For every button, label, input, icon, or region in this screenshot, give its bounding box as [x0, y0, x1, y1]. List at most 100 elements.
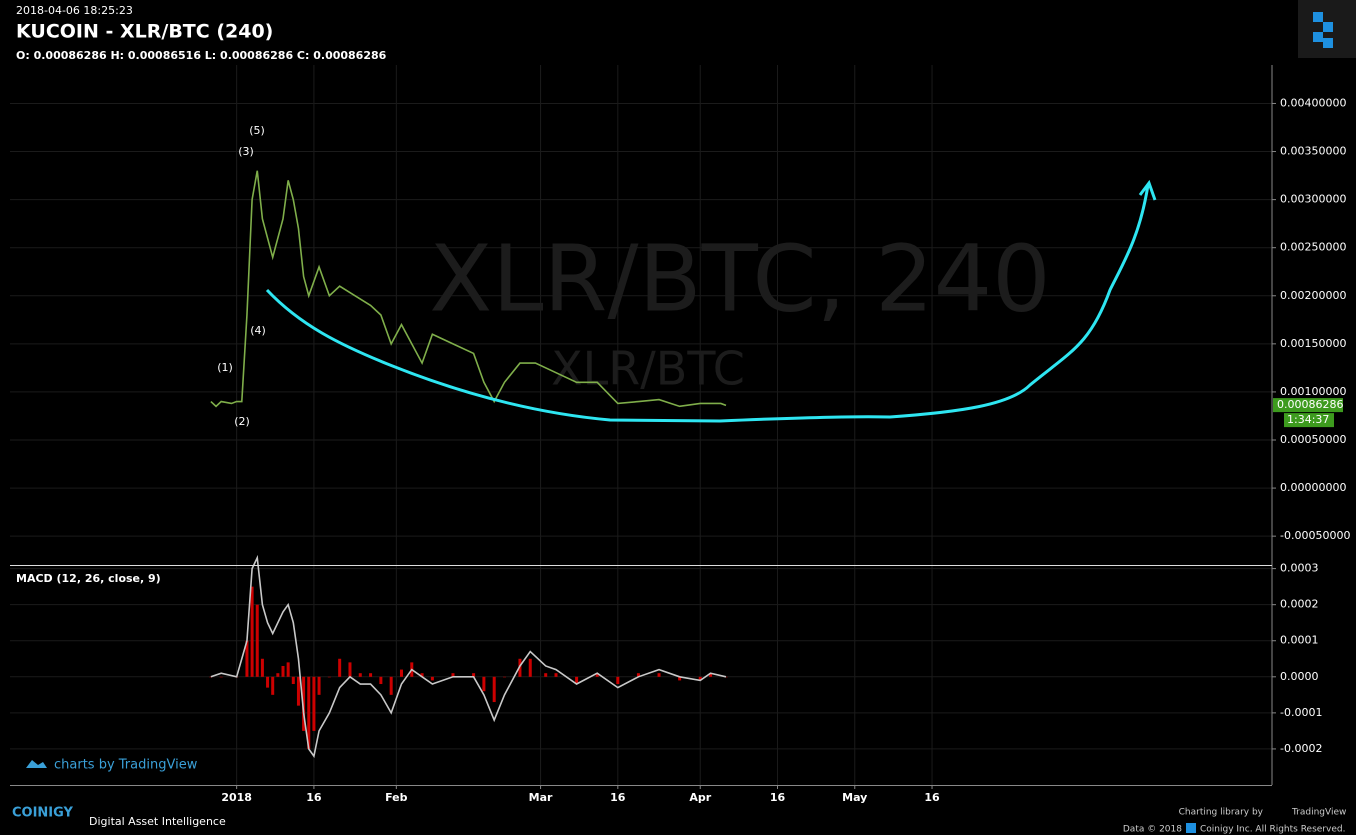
histogram-bar [327, 676, 331, 678]
x-tick-label: 16 [770, 791, 786, 804]
x-tick-label: Feb [385, 791, 408, 804]
y-tick-label: -0.00050000 [1280, 529, 1350, 542]
brand: COINIGY [12, 806, 74, 821]
histogram-bar [482, 676, 486, 692]
histogram-bar [209, 676, 213, 678]
x-tick-label: Mar [529, 791, 553, 804]
histogram-bar [389, 676, 393, 695]
histogram-bar [369, 673, 373, 677]
histogram-bar [219, 676, 223, 678]
histogram-bar [348, 662, 352, 677]
histogram-bar [296, 676, 300, 706]
histogram-bar [250, 586, 254, 677]
histogram-bar [430, 676, 434, 681]
last-price-label: 0.00086286 [1277, 398, 1343, 411]
wave-label: (3) [238, 145, 254, 158]
histogram-bar [724, 676, 728, 678]
tv-icon [26, 760, 47, 768]
histogram-bar [451, 673, 455, 677]
y-tick-label: 0.00300000 [1280, 193, 1346, 206]
y-tick-label: 0.00350000 [1280, 145, 1346, 158]
y-tick-label: 0.0002 [1280, 598, 1319, 611]
timestamp: 2018-04-06 18:25:23 [16, 4, 133, 17]
grid [10, 65, 1272, 785]
y-tick-label: 0.0001 [1280, 634, 1319, 647]
logo-block [1323, 38, 1333, 48]
macd-title: MACD (12, 26, close, 9) [16, 572, 161, 585]
histogram-bar [502, 676, 506, 678]
x-tick-label: 16 [306, 791, 322, 804]
histogram-bar [678, 676, 682, 681]
histogram-bar [291, 676, 295, 685]
y-tick-label: 0.00100000 [1280, 385, 1346, 398]
histogram-bar [302, 676, 306, 731]
y-tick-label: 0.00200000 [1280, 289, 1346, 302]
x-tick-label: May [842, 791, 867, 804]
y-tick-label: 0.0003 [1280, 562, 1319, 575]
charting-name[interactable]: TradingView [1291, 808, 1346, 818]
countdown-box [1284, 413, 1334, 428]
histogram-bar [379, 676, 383, 685]
marks [209, 170, 728, 759]
tradingview-badge[interactable]: charts by TradingView [54, 758, 198, 773]
histogram-bar [312, 676, 316, 731]
x-tick-label: 2018 [221, 791, 252, 804]
watermark-small: XLR/BTC [551, 342, 745, 396]
histogram-bar [338, 658, 342, 677]
rights: Coinigy Inc. All Rights Reserved. [1200, 825, 1345, 835]
x-tick-label: 16 [610, 791, 626, 804]
y-tick-label: 0.00000000 [1280, 481, 1346, 494]
price-line [210, 170, 727, 408]
x-tick-label: 16 [924, 791, 940, 804]
histogram-bar [616, 676, 620, 685]
countdown: 1:34:37 [1287, 413, 1329, 426]
histogram-bar [266, 676, 270, 688]
histogram-bar [307, 676, 311, 749]
y-tick-label: -0.0002 [1280, 742, 1322, 755]
macd-line [210, 554, 727, 759]
histogram-bar [636, 673, 640, 677]
tagline: Digital Asset Intelligence [89, 815, 226, 828]
watermark: XLR/BTC, 240 [429, 225, 1050, 332]
histogram-bar [709, 673, 713, 677]
histogram-bar [281, 665, 285, 677]
histogram-bar [420, 673, 424, 677]
y-tick-label: 0.0000 [1280, 670, 1319, 683]
histogram-bar [544, 673, 548, 677]
histogram-bar [698, 676, 702, 681]
histogram-bar [317, 676, 321, 695]
histogram-bar [528, 658, 532, 677]
histogram-bar [472, 673, 476, 677]
wave-label: (1) [217, 361, 233, 374]
logo-block [1313, 32, 1323, 42]
histogram-bar [255, 604, 259, 677]
histogram-bar [245, 640, 249, 677]
y-tick-label: 0.00150000 [1280, 337, 1346, 350]
logo-block [1323, 22, 1333, 32]
title: KUCOIN - XLR/BTC (240) [16, 21, 273, 43]
last-price-box [1273, 398, 1343, 413]
histogram-bar [575, 676, 579, 685]
logo-block [1313, 12, 1323, 22]
wave-label: (4) [250, 324, 266, 337]
y-tick-label: 0.00400000 [1280, 96, 1346, 109]
histogram-bar [595, 673, 599, 677]
histogram-bar [492, 676, 496, 703]
histogram-bar [399, 669, 403, 677]
histogram-bar [518, 658, 522, 677]
histogram-bar [260, 658, 264, 677]
y-tick-label: 0.00250000 [1280, 241, 1346, 254]
histogram-bar [358, 673, 362, 677]
histogram-bar [276, 673, 280, 677]
histogram-bar [554, 673, 558, 677]
drawn-curve [265, 179, 1157, 423]
x-tick-label: Apr [689, 791, 711, 804]
histogram-bar [657, 673, 661, 677]
charting-by: Charting library by [1179, 808, 1264, 818]
wave-label: (2) [234, 415, 250, 428]
histogram-bar [286, 662, 290, 677]
histogram-bar [271, 676, 275, 695]
